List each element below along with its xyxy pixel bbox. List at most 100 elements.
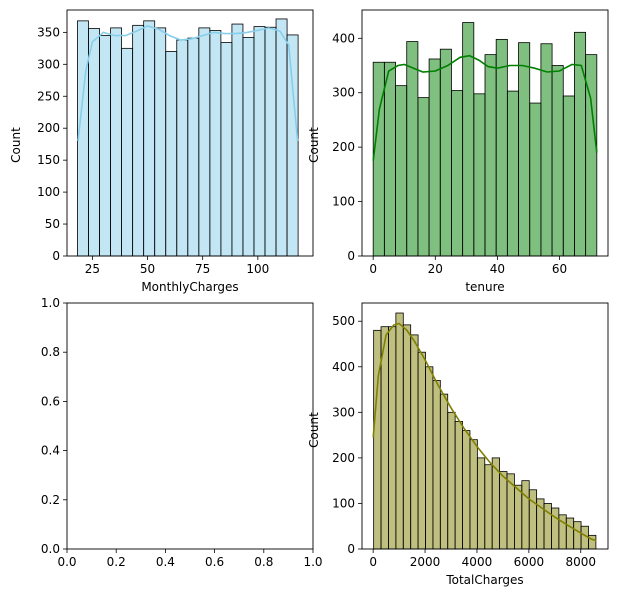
histogram-bar [565, 517, 575, 550]
y-tick-label: 500 [332, 314, 355, 328]
x-tick-label: 4000 [462, 555, 493, 569]
x-tick-label: 1.0 [303, 555, 322, 569]
y-tick-label: 0.2 [41, 493, 60, 507]
histogram-bar [88, 28, 100, 257]
histogram-bar [473, 93, 486, 257]
histogram-bar [528, 489, 538, 550]
axes-frame [66, 302, 314, 550]
histogram-bar [402, 324, 412, 550]
x-tick-label: 0.0 [57, 555, 76, 569]
histogram-bar [447, 411, 456, 550]
y-tick-label: 200 [37, 121, 60, 135]
histogram-bar [499, 471, 508, 550]
histogram-bar [432, 380, 441, 550]
y-tick-label: 0.0 [41, 542, 60, 556]
y-axis-label: Count [307, 412, 321, 448]
histogram-bar [469, 439, 478, 550]
histogram-bar [439, 48, 452, 257]
histogram-bar [540, 43, 553, 257]
axes-frame [66, 9, 314, 257]
histogram-bar [383, 61, 396, 257]
histogram-bar [425, 366, 434, 550]
y-tick-label: 100 [332, 195, 355, 209]
histogram-bar [551, 65, 564, 257]
histogram-bar [77, 20, 89, 257]
histogram-bar [395, 85, 408, 257]
histogram-bar [242, 37, 255, 257]
histogram-bar [110, 27, 123, 257]
histogram-bar [253, 26, 266, 257]
histogram-bar [562, 95, 575, 257]
axes-frame [361, 302, 609, 550]
x-tick-label: 0.4 [156, 555, 175, 569]
histogram-bar [410, 334, 419, 550]
histogram-bar [454, 421, 463, 550]
axes-frame [361, 9, 609, 257]
x-tick-label: 2000 [410, 555, 441, 569]
y-tick-label: 0.4 [41, 444, 60, 458]
histogram-bar [417, 97, 430, 257]
histogram-bar [372, 61, 385, 257]
histogram-bar [439, 393, 449, 550]
histogram-bar [514, 484, 523, 550]
histogram-bar [451, 90, 464, 257]
histogram-bar [484, 54, 497, 257]
x-tick-label: 50 [140, 262, 155, 276]
histogram-bar [198, 27, 211, 257]
y-tick-label: 0 [52, 249, 60, 263]
subplot-total-charges: 0 2000 4000 6000 8000 0 100 200 300 400 500 TotalCh… [307, 302, 609, 587]
x-tick-label: 20 [428, 262, 443, 276]
kde-line [77, 25, 299, 142]
histogram-bar [462, 430, 471, 550]
subplot-tenure: 0 20 40 60 0 100 200 300 400 tenure Count [307, 9, 609, 294]
x-tick-label: 0.6 [205, 555, 224, 569]
histogram-bar [406, 41, 419, 257]
histogram-bar [521, 480, 530, 550]
y-tick-label: 150 [37, 153, 60, 167]
histogram-bar [388, 326, 397, 550]
histogram-bar [99, 35, 111, 257]
x-tick-label: 60 [552, 262, 567, 276]
y-tick-label: 400 [332, 360, 355, 374]
y-tick-label: 0 [347, 249, 355, 263]
x-tick-label: 75 [195, 262, 210, 276]
histogram-bar [518, 42, 531, 257]
x-tick-label: 8000 [565, 555, 596, 569]
histogram-bar [187, 37, 200, 257]
histogram-bar [380, 326, 389, 550]
x-axis-label: tenure [465, 280, 504, 294]
y-tick-label: 300 [332, 405, 355, 419]
histogram-bar [220, 42, 233, 257]
y-tick-label: 350 [37, 25, 60, 39]
histogram-bar [143, 20, 156, 257]
y-tick-label: 100 [37, 185, 60, 199]
y-tick-label: 200 [332, 451, 355, 465]
x-tick-label: 0.8 [254, 555, 273, 569]
y-axis-label: Count [9, 127, 23, 163]
histogram-bar [231, 23, 244, 257]
kde-line [372, 54, 598, 161]
x-tick-label: 100 [246, 262, 269, 276]
x-tick-label: 6000 [514, 555, 545, 569]
subplot-monthly-charges: 25 50 75 100 0 50 100 150 200 250 300 350 MonthlyCha… [9, 9, 314, 294]
histogram-bar [209, 30, 222, 257]
histogram-bar [428, 58, 441, 257]
x-tick-label: 0.2 [107, 555, 126, 569]
subplot-empty: 0.0 0.2 0.4 0.6 0.8 1.0 0.0 0.2 0.4 0.6 0.8 1.0 [41, 296, 323, 569]
x-axis-label: TotalCharges [445, 573, 523, 587]
histogram-bar [476, 457, 486, 550]
histogram-bar [573, 521, 582, 550]
y-axis-label: Count [307, 127, 321, 163]
y-tick-label: 0 [347, 542, 355, 556]
histogram-bar [484, 464, 493, 550]
kde-line [372, 322, 597, 542]
x-tick-label: 0 [369, 262, 377, 276]
histogram-bar [529, 102, 542, 257]
histogram-bar [395, 312, 404, 550]
y-tick-label: 250 [37, 89, 60, 103]
y-tick-label: 50 [45, 217, 60, 231]
histogram-bar [165, 51, 178, 257]
y-tick-label: 1.0 [41, 296, 60, 310]
y-tick-label: 0.8 [41, 345, 60, 359]
